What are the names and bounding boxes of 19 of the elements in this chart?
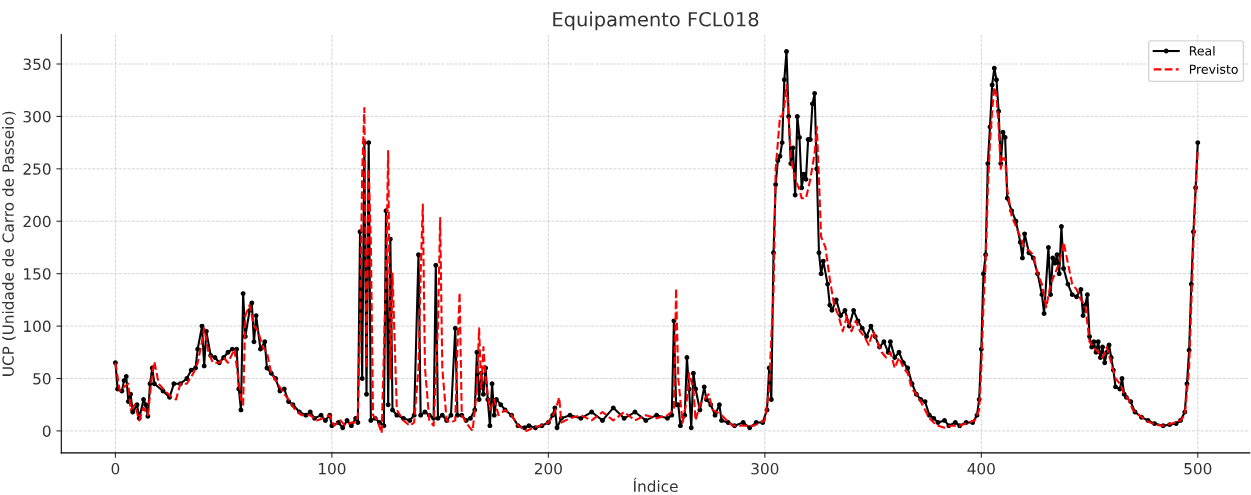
legend-label: Real	[1189, 45, 1215, 56]
chart-title: Equipamento FCL018	[553, 11, 759, 31]
y-tick-label: 50	[33, 372, 51, 385]
y-tick-label: 300	[23, 110, 51, 123]
y-tick-label: 150	[24, 268, 51, 280]
x-tick-label: 300	[751, 462, 779, 475]
x-tick-label: 400	[967, 462, 995, 475]
x-tick-label: 100	[318, 462, 346, 475]
y-tick-label: 0	[42, 425, 51, 437]
y-tick-label: 250	[23, 163, 51, 175]
x-tick-label: 200	[534, 462, 562, 475]
x-axis-title: Índice	[633, 477, 678, 493]
y-tick-label: 200	[23, 215, 51, 228]
y-tick-label: 350	[23, 58, 51, 71]
legend-label: Previsto	[1189, 64, 1238, 74]
x-tick-label: 0	[111, 462, 120, 475]
y-tick-label: 100	[24, 320, 51, 333]
x-tick-label: 500	[1184, 462, 1212, 475]
y-axis-title: UCP (Unidade de Carro de Passeio)	[2, 111, 16, 376]
